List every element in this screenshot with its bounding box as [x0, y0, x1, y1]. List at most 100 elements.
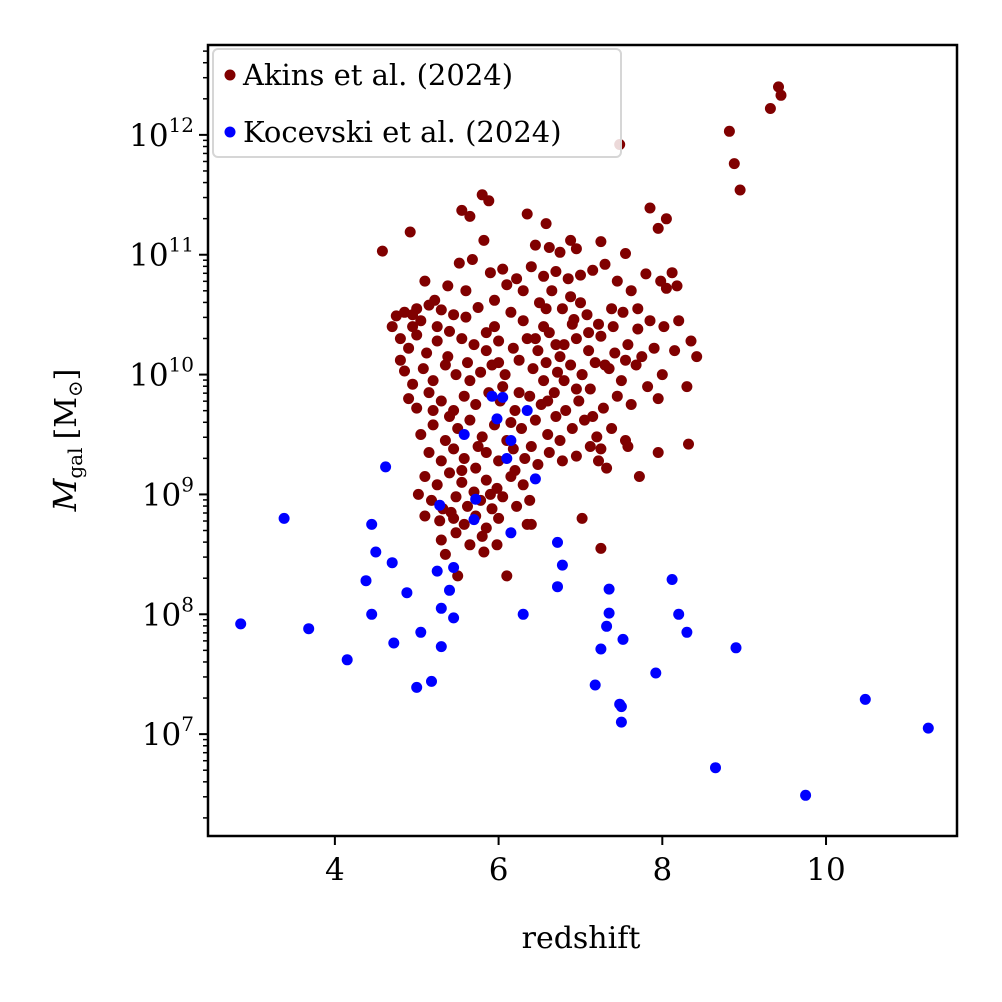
data-point — [525, 518, 537, 530]
data-point — [570, 243, 582, 255]
x-tick-label: 4 — [325, 852, 345, 888]
data-point — [565, 234, 577, 246]
data-point — [366, 608, 378, 620]
data-point — [775, 89, 787, 101]
data-point — [464, 539, 476, 551]
data-point — [470, 399, 482, 410]
data-point — [566, 423, 578, 434]
data-point — [505, 527, 517, 539]
data-point — [542, 429, 554, 440]
data-point — [691, 351, 703, 363]
data-point — [448, 512, 460, 524]
data-point — [489, 321, 500, 333]
x-tick-label: 6 — [489, 852, 509, 888]
data-point — [652, 393, 664, 405]
data-point — [550, 339, 562, 351]
data-point — [540, 303, 552, 315]
data-point — [527, 363, 539, 375]
data-point — [484, 488, 496, 500]
data-point — [470, 493, 482, 505]
data-point — [511, 500, 523, 512]
data-point — [546, 285, 558, 297]
data-point — [470, 462, 482, 474]
data-point — [484, 267, 496, 279]
data-point — [513, 387, 525, 399]
data-point — [493, 335, 505, 347]
data-point — [497, 381, 509, 393]
data-point — [505, 306, 517, 318]
data-point — [658, 321, 670, 333]
data-point — [435, 455, 447, 467]
data-point — [444, 411, 455, 422]
data-point — [922, 722, 934, 734]
data-point — [532, 345, 544, 357]
data-point — [468, 514, 480, 526]
data-point — [509, 465, 521, 476]
data-point — [633, 471, 645, 482]
data-point — [388, 637, 400, 649]
data-point — [458, 429, 470, 440]
legend: Akins et al. (2024) Kocevski et al. (202… — [212, 48, 622, 158]
data-point — [589, 679, 601, 691]
data-point — [386, 557, 398, 569]
data-point — [681, 381, 693, 393]
data-point — [529, 333, 541, 345]
data-point — [620, 248, 631, 259]
legend-label-akins: Akins et al. (2024) — [242, 58, 513, 92]
y-tick-label: 109 — [142, 472, 194, 513]
data-point — [671, 280, 683, 292]
data-point — [456, 204, 468, 216]
data-point — [625, 285, 637, 297]
data-point — [501, 279, 513, 291]
data-point — [650, 667, 662, 679]
data-point — [448, 443, 460, 455]
data-points — [235, 81, 934, 801]
data-point — [615, 716, 627, 728]
data-point — [448, 309, 460, 321]
data-point — [576, 369, 588, 381]
data-point — [589, 357, 601, 369]
data-point — [525, 441, 537, 452]
data-point — [764, 103, 776, 114]
data-point — [411, 329, 423, 341]
y-tick-label: 1010 — [129, 353, 194, 394]
data-point — [426, 494, 437, 506]
data-point — [593, 318, 604, 330]
data-point — [603, 607, 615, 619]
data-point — [611, 390, 623, 402]
data-point — [552, 536, 563, 548]
data-point — [472, 441, 484, 452]
data-point — [630, 359, 642, 371]
data-point — [599, 359, 611, 371]
data-point — [376, 245, 388, 257]
data-point — [434, 515, 446, 527]
data-point — [570, 383, 582, 395]
y-tick-label: 1012 — [129, 113, 194, 154]
data-point — [404, 226, 416, 238]
data-point — [452, 570, 464, 582]
data-point — [591, 431, 603, 443]
data-point — [411, 303, 423, 315]
data-point — [666, 267, 678, 279]
data-point — [491, 539, 503, 551]
data-point — [615, 701, 627, 713]
data-point — [435, 304, 447, 316]
data-point — [599, 258, 611, 270]
data-point — [556, 455, 568, 467]
data-point — [435, 641, 447, 653]
data-point — [475, 366, 487, 378]
data-point — [560, 405, 572, 416]
data-point — [460, 311, 472, 323]
data-point — [566, 318, 578, 330]
data-point — [507, 342, 519, 354]
data-point — [458, 518, 470, 530]
data-point — [583, 345, 595, 357]
data-point — [517, 479, 529, 491]
data-point — [466, 254, 478, 265]
data-point — [611, 275, 623, 287]
data-point — [554, 246, 566, 258]
data-point — [521, 208, 533, 220]
data-point — [483, 195, 495, 207]
data-point — [558, 339, 570, 351]
data-point — [525, 261, 537, 273]
